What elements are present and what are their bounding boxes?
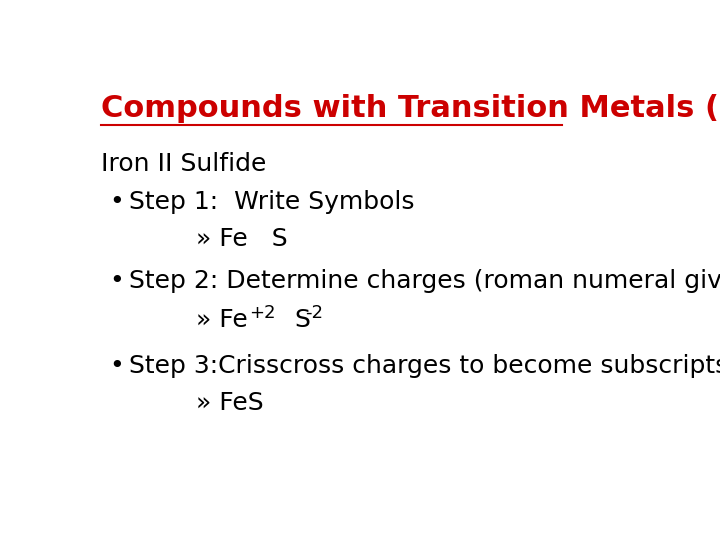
Text: •: • xyxy=(109,190,125,213)
Text: -2: -2 xyxy=(305,304,323,322)
Text: S: S xyxy=(271,308,311,332)
Text: » Fe: » Fe xyxy=(196,308,248,332)
Text: Iron II Sulfide: Iron II Sulfide xyxy=(101,152,266,176)
Text: Compounds with Transition Metals (Binary): Compounds with Transition Metals (Binary… xyxy=(101,94,720,123)
Text: Step 2: Determine charges (roman numeral gives the charge): Step 2: Determine charges (roman numeral… xyxy=(129,268,720,293)
Text: Step 1:  Write Symbols: Step 1: Write Symbols xyxy=(129,190,415,213)
Text: Step 3:Crisscross charges to become subscripts: Step 3:Crisscross charges to become subs… xyxy=(129,354,720,378)
Text: +2: +2 xyxy=(249,304,276,322)
Text: •: • xyxy=(109,268,125,293)
Text: •: • xyxy=(109,354,125,378)
Text: » Fe   S: » Fe S xyxy=(196,227,288,251)
Text: » FeS: » FeS xyxy=(196,391,264,415)
